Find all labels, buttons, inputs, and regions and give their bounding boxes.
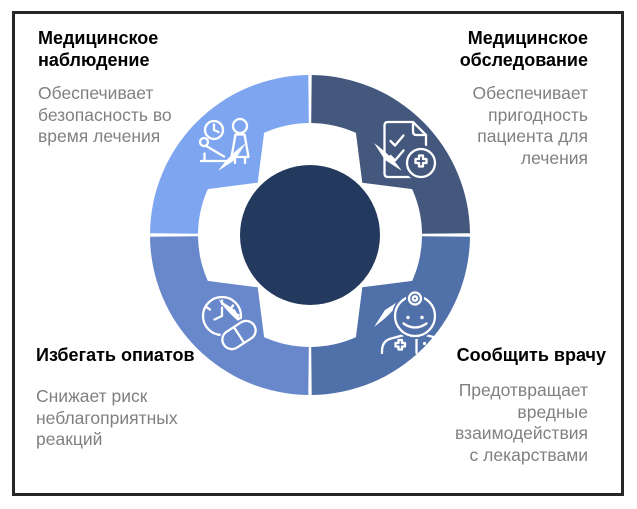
quadrant-title: Избегать опиатов [36, 345, 195, 365]
quadrant-description: Обеспечивает пригодность пациента для ле… [472, 83, 588, 168]
diagram-border [12, 11, 624, 496]
quadrant-title: Медицинское обследование [459, 28, 588, 70]
quadrant-title: Медицинское наблюдение [38, 28, 159, 70]
quadrant-text-top-left: Медицинское наблюдение Обеспечивает безо… [38, 27, 228, 148]
clock-and-pill-icon [201, 295, 259, 352]
quadrant-shape-top-right [311, 75, 470, 234]
quadrant-text-top-right: Медицинское обследование Обеспечивает пр… [388, 27, 588, 169]
center-circle [240, 165, 380, 305]
quadrant-shape-bottom-left [150, 236, 309, 395]
quadrant-title: Сообщить врачу [456, 345, 606, 365]
quadrant-text-bottom-right: Сообщить врачу Предотвращает вредные вза… [386, 344, 606, 466]
patient-observation-icon [198, 117, 250, 165]
quadrant-description: Снижает риск неблагоприятных реакций [36, 386, 178, 449]
medical-checklist-icon [383, 120, 439, 181]
doctor-icon [380, 289, 450, 355]
quadrant-shape-top-left [150, 75, 309, 234]
quadrant-shape-bottom-right [311, 236, 470, 395]
quadrant-text-bottom-left: Избегать опиатов Снижает риск неблагопри… [36, 344, 266, 451]
quadrant-description: Обеспечивает безопасность во время лечен… [38, 83, 172, 146]
quadrant-description: Предотвращает вредные взаимодействия с л… [454, 380, 588, 465]
